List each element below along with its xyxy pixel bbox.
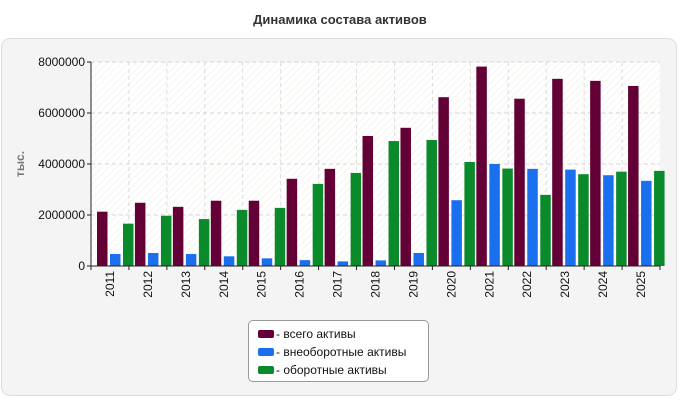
bar-current-2019 (426, 140, 437, 266)
bar-total-2015 (248, 200, 260, 266)
bar-current-2014 (236, 209, 248, 266)
legend-item-current: - оборотные активы (258, 361, 428, 379)
x-tick-label-2014: 2014 (217, 271, 231, 298)
bar-noncurrent-2018 (375, 260, 387, 266)
x-tick-label-2023: 2023 (558, 271, 572, 298)
x-tick-label-2018: 2018 (369, 271, 383, 298)
bar-noncurrent-2020 (451, 200, 462, 266)
bar-current-2025 (654, 170, 665, 266)
bar-total-2021 (476, 66, 487, 266)
y-axis-label: тыс. (13, 151, 27, 177)
x-tick-label-2017: 2017 (331, 271, 345, 298)
x-tick-label-2020: 2020 (444, 271, 458, 298)
bar-total-2014 (210, 200, 222, 266)
bar-noncurrent-2023 (565, 169, 576, 266)
bar-noncurrent-2011 (110, 254, 121, 266)
bar-current-2018 (388, 141, 400, 266)
bar-total-2013 (172, 206, 184, 266)
bar-current-2016 (312, 183, 324, 266)
bar-noncurrent-2025 (641, 180, 652, 266)
x-tick-label-2012: 2012 (141, 271, 155, 298)
x-tick-label-2019: 2019 (406, 271, 420, 298)
bar-current-2012 (160, 215, 172, 266)
bar-noncurrent-2022 (527, 168, 538, 266)
y-tick-label: 6000000 (38, 106, 85, 120)
x-tick-label-2024: 2024 (596, 271, 610, 298)
bar-current-2024 (616, 171, 627, 266)
bar-current-2013 (198, 219, 210, 266)
y-tick-label: 4000000 (38, 157, 85, 171)
x-tick-label-2016: 2016 (293, 271, 307, 298)
x-tick-label-2022: 2022 (520, 271, 534, 298)
bar-current-2020 (464, 161, 475, 266)
bar-total-2011 (97, 211, 108, 266)
bar-total-2017 (324, 168, 336, 266)
y-tick-label: 0 (78, 259, 85, 273)
bar-total-2016 (286, 178, 298, 266)
bar-noncurrent-2019 (413, 252, 424, 266)
bar-current-2022 (540, 194, 551, 266)
legend-item-noncurrent: - внеоборотные активы (258, 343, 428, 361)
x-tick-label-2021: 2021 (482, 271, 496, 298)
bar-current-2021 (502, 168, 513, 266)
bar-noncurrent-2012 (147, 252, 159, 266)
legend-swatch-current (258, 366, 274, 374)
x-tick-label-2013: 2013 (179, 271, 193, 298)
bar-current-2015 (274, 207, 286, 266)
legend-item-total: - всего активы (258, 325, 428, 343)
bar-noncurrent-2017 (337, 261, 349, 266)
y-tick-label: 8000000 (38, 55, 85, 69)
bar-current-2023 (578, 174, 589, 266)
legend-label-current: - оборотные активы (276, 363, 387, 377)
bar-total-2023 (552, 78, 563, 266)
x-tick-label-2011: 2011 (103, 271, 117, 297)
legend-label-total: - всего активы (276, 327, 356, 341)
bar-noncurrent-2015 (261, 258, 273, 266)
bar-current-2017 (350, 172, 362, 266)
bar-noncurrent-2021 (489, 164, 500, 266)
legend-swatch-noncurrent (258, 348, 274, 356)
legend: - всего активы - внеоборотные активы - о… (248, 320, 429, 382)
x-tick-label-2025: 2025 (634, 271, 648, 298)
x-tick-label-2015: 2015 (255, 271, 269, 298)
bar-current-2011 (123, 223, 134, 266)
bar-noncurrent-2013 (185, 254, 197, 266)
bar-noncurrent-2024 (603, 175, 614, 266)
chart-title: Динамика состава активов (253, 12, 427, 27)
bar-total-2020 (438, 97, 449, 266)
bar-noncurrent-2016 (299, 260, 311, 266)
bar-total-2012 (134, 202, 146, 266)
bar-noncurrent-2014 (223, 256, 235, 266)
legend-swatch-total (258, 330, 274, 338)
bar-total-2019 (400, 127, 411, 266)
bar-total-2022 (514, 98, 525, 266)
bar-total-2018 (362, 135, 374, 266)
legend-label-noncurrent: - внеоборотные активы (276, 345, 407, 359)
y-tick-label: 2000000 (38, 208, 85, 222)
bar-total-2025 (628, 85, 639, 266)
bar-total-2024 (590, 80, 601, 267)
